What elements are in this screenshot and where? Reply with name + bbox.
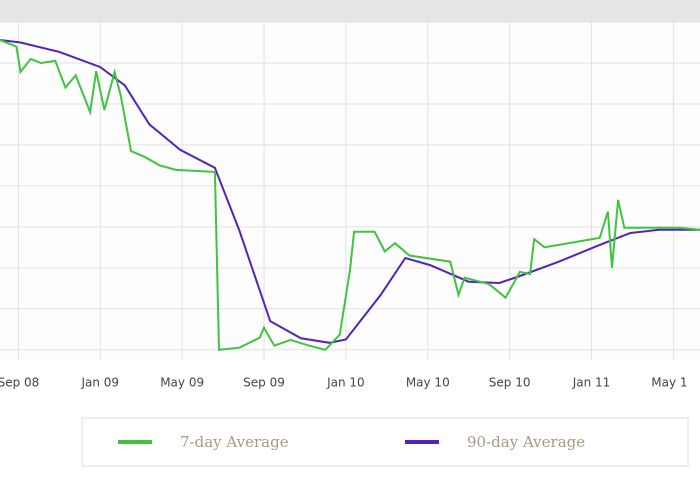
x-tick-label: May 10 bbox=[406, 376, 450, 390]
header-band bbox=[0, 0, 700, 22]
x-tick-label: May 1 bbox=[651, 376, 687, 390]
x-tick-label: Sep 10 bbox=[489, 376, 531, 390]
x-tick-label: Sep 08 bbox=[0, 376, 39, 390]
legend-label: 90-day Average bbox=[467, 433, 585, 451]
legend-box bbox=[81, 417, 689, 467]
series-line bbox=[0, 39, 700, 344]
series-line bbox=[0, 39, 700, 351]
x-tick-label: Jan 09 bbox=[80, 376, 119, 390]
x-tick-label: Sep 09 bbox=[243, 376, 285, 390]
x-tick-label: May 09 bbox=[160, 376, 204, 390]
x-tick-label: Jan 10 bbox=[326, 376, 365, 390]
plot-area bbox=[0, 22, 700, 360]
x-tick-label: Jan 11 bbox=[572, 376, 611, 390]
legend-label: 7-day Average bbox=[180, 433, 289, 451]
